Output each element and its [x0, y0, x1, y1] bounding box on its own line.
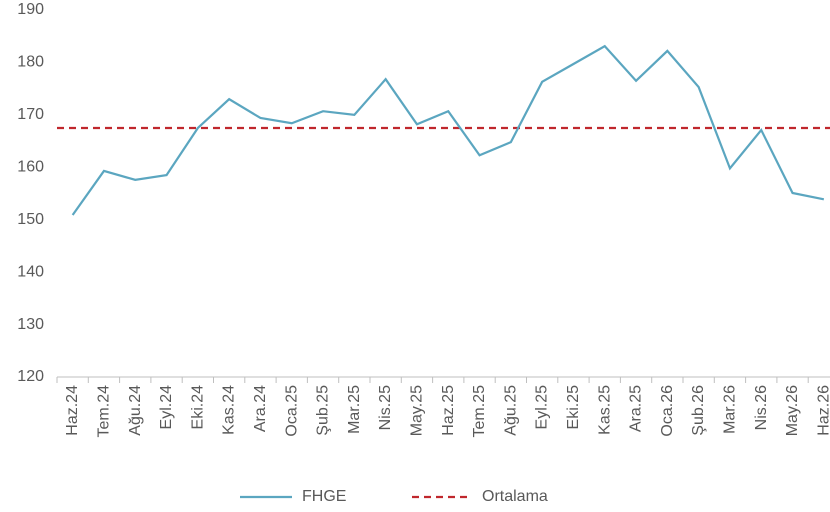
x-tick-label: Tem.24: [95, 385, 112, 438]
x-tick-label: Haz.25: [440, 385, 457, 436]
y-tick-label: 180: [17, 54, 44, 71]
y-tick-label: 190: [17, 1, 44, 18]
x-tick-label: Eyl.24: [158, 385, 175, 430]
x-tick-label: Ağu.24: [127, 385, 144, 436]
y-tick-label: 130: [17, 316, 44, 333]
y-tick-label: 150: [17, 211, 44, 228]
x-tick-label: Oca.26: [659, 385, 676, 437]
x-tick-label: May.25: [408, 385, 425, 436]
x-tick-label: Ara.24: [252, 385, 269, 432]
x-tick-label: May.26: [784, 385, 801, 436]
x-tick-label: Haz.26: [815, 385, 830, 436]
x-tick-label: Haz.24: [64, 385, 81, 436]
x-tick-label: Mar.26: [721, 385, 738, 434]
x-tick-label: Eyl.25: [534, 385, 551, 430]
x-tick-label: Nis.25: [377, 385, 394, 430]
legend-label: FHGE: [302, 488, 346, 505]
x-tick-label: Mar.25: [346, 385, 363, 434]
y-tick-label: 160: [17, 159, 44, 176]
x-tick-label: Oca.25: [283, 385, 300, 437]
x-tick-label: Şub.26: [690, 385, 707, 436]
x-tick-label: Nis.26: [753, 385, 770, 430]
y-tick-label: 120: [17, 368, 44, 385]
data-line: [71, 44, 825, 216]
x-tick-label: Tem.25: [471, 385, 488, 438]
y-tick-label: 140: [17, 263, 44, 280]
y-tick-label: 170: [17, 106, 44, 123]
x-tick-label: Ağu.25: [502, 385, 519, 436]
x-tick-label: Ara.25: [628, 385, 645, 432]
x-tick-label: Şub.25: [315, 385, 332, 436]
legend-label: Ortalama: [482, 488, 548, 505]
x-tick-label: Kas.24: [221, 385, 238, 435]
x-tick-label: Eki.24: [189, 385, 206, 430]
x-tick-label: Eki.25: [565, 385, 582, 430]
x-tick-label: Kas.25: [596, 385, 613, 435]
